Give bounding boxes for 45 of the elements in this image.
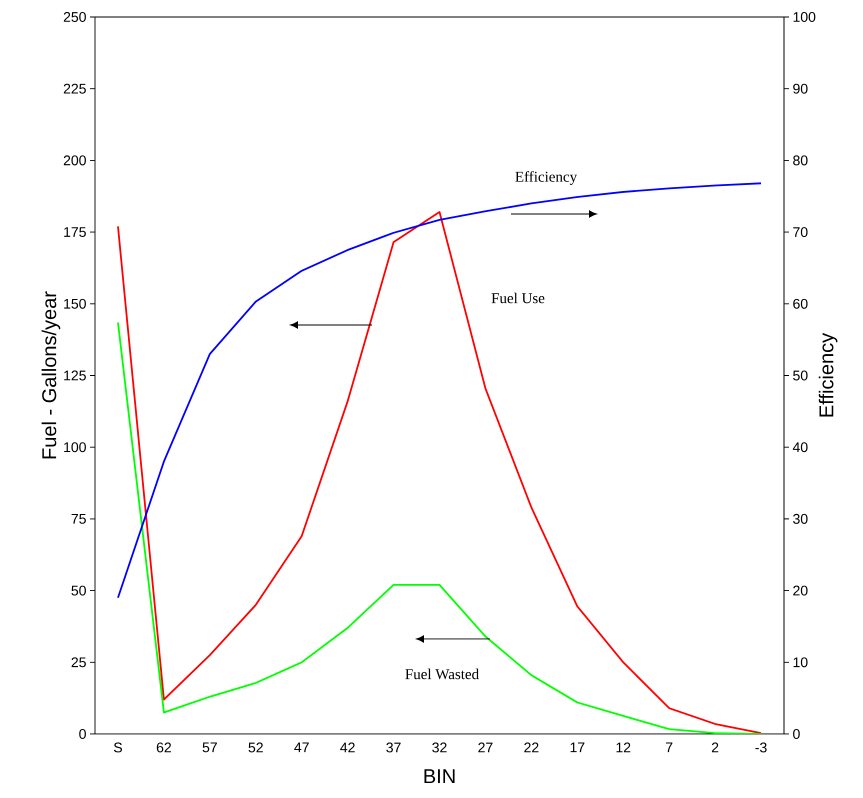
x-tick-label: 42 bbox=[340, 742, 355, 752]
x-tick-label: 12 bbox=[616, 742, 630, 752]
y2-tick-label: 50 bbox=[793, 370, 808, 380]
y-tick-label: 75 bbox=[72, 514, 86, 524]
y2-tick-label: 10 bbox=[794, 657, 808, 668]
y-tick-label: 125 bbox=[64, 370, 86, 380]
y2-tick-label: 100 bbox=[794, 12, 816, 22]
x-tick-label: 22 bbox=[524, 742, 538, 752]
x-tick-label: -3 bbox=[755, 742, 767, 752]
x-tick-label: 2 bbox=[712, 742, 718, 752]
y2-tick-label: 40 bbox=[792, 442, 808, 452]
y2-tick-label: 30 bbox=[793, 514, 808, 524]
y2-axis-title: Efficiency bbox=[818, 332, 838, 416]
y-tick-label: 50 bbox=[71, 586, 86, 596]
x-tick-label: 57 bbox=[202, 742, 217, 752]
y-axis-title: Fuel - Gallons/year bbox=[42, 291, 60, 458]
x-tick-label: S bbox=[114, 742, 122, 752]
y-tick-label: 250 bbox=[64, 12, 86, 22]
line-series bbox=[117, 322, 762, 734]
x-axis-title: BIN bbox=[424, 769, 455, 784]
y-tick-label: 150 bbox=[64, 298, 86, 309]
series-label: Efficiency bbox=[515, 171, 578, 185]
y2-tick-label: 70 bbox=[793, 227, 808, 238]
y-tick-label: 25 bbox=[72, 657, 86, 668]
y-tick-label: 100 bbox=[64, 442, 86, 452]
y2-tick-label: 80 bbox=[793, 155, 808, 166]
y-tick-label: 175 bbox=[64, 227, 86, 237]
x-tick-label: 62 bbox=[156, 742, 171, 752]
series-label: Fuel Wasted bbox=[405, 668, 479, 680]
x-tick-label: 17 bbox=[570, 742, 584, 752]
x-tick-label: 47 bbox=[294, 742, 309, 752]
y-tick-label: 0 bbox=[79, 729, 86, 739]
x-tick-label: 32 bbox=[432, 742, 447, 752]
series-label: Fuel Use bbox=[492, 292, 544, 304]
y2-tick-label: 20 bbox=[793, 586, 808, 596]
line-series bbox=[117, 211, 762, 734]
x-tick-label: 27 bbox=[478, 742, 493, 752]
x-tick-label: 37 bbox=[386, 742, 401, 752]
y2-tick-label: 60 bbox=[793, 298, 808, 309]
x-tick-label: 52 bbox=[248, 742, 263, 752]
y2-tick-label: 90 bbox=[793, 84, 808, 94]
y-tick-label: 225 bbox=[64, 84, 86, 94]
x-tick-label: 7 bbox=[666, 742, 672, 752]
y-tick-label: 200 bbox=[64, 155, 86, 166]
y2-tick-label: 0 bbox=[793, 729, 800, 739]
